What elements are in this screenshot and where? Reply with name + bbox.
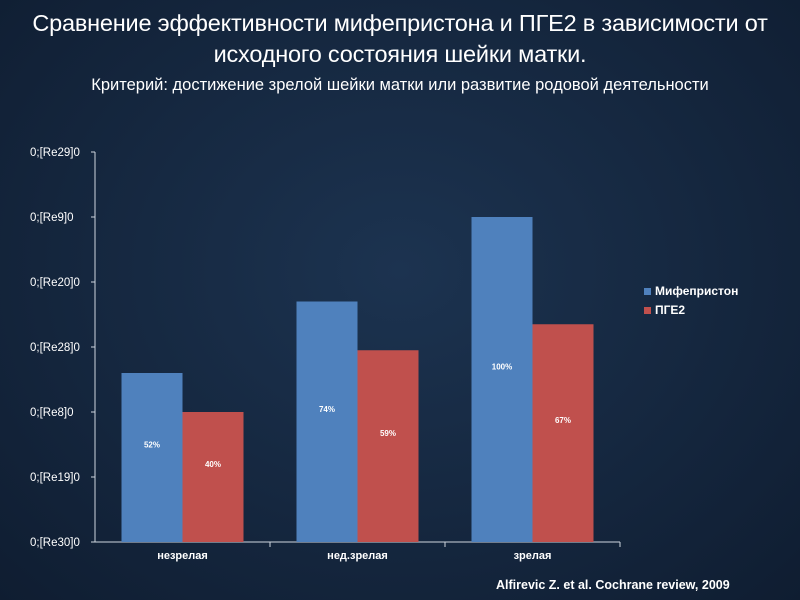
y-tick-label: 0;[Re9]0 bbox=[30, 212, 73, 224]
chart-title: Сравнение эффективности мифепристона и П… bbox=[32, 10, 768, 67]
bar-mifepristone bbox=[121, 373, 183, 542]
y-tick-label: 0;[Re30]0 bbox=[30, 537, 80, 549]
bar-pge2 bbox=[357, 350, 419, 542]
chart-subtitle: Критерий: достижение зрелой шейки матки … bbox=[91, 76, 709, 94]
y-tick-label: 0;[Re8]0 bbox=[30, 407, 73, 419]
legend-label: Мифепристон bbox=[655, 284, 738, 298]
legend-label: ПГЕ2 bbox=[655, 303, 685, 317]
title-block: Сравнение эффективности мифепристона и П… bbox=[0, 8, 800, 96]
legend-swatch bbox=[644, 307, 651, 314]
y-tick-label: 0;[Re19]0 bbox=[30, 472, 80, 484]
data-label: 59% bbox=[380, 429, 396, 438]
bar-pge2 bbox=[532, 324, 594, 542]
x-tick-label: незрелая bbox=[157, 550, 208, 562]
data-label: 100% bbox=[492, 363, 512, 372]
bar-mifepristone bbox=[296, 301, 358, 542]
x-tick-label: нед.зрелая bbox=[327, 550, 388, 562]
source-citation: Alfirevic Z. et al. Cochrane review, 200… bbox=[496, 578, 730, 592]
bar-mifepristone bbox=[471, 217, 533, 542]
bar-pge2 bbox=[182, 412, 244, 542]
y-tick-label: 0;[Re29]0 bbox=[30, 147, 80, 159]
y-tick-label: 0;[Re28]0 bbox=[30, 342, 80, 354]
legend-swatch bbox=[644, 288, 651, 295]
data-label: 40% bbox=[205, 460, 221, 469]
data-label: 67% bbox=[555, 416, 571, 425]
data-label: 74% bbox=[319, 405, 335, 414]
y-tick-label: 0;[Re20]0 bbox=[30, 277, 80, 289]
data-label: 52% bbox=[144, 441, 160, 450]
x-tick-label: зрелая bbox=[514, 550, 552, 562]
